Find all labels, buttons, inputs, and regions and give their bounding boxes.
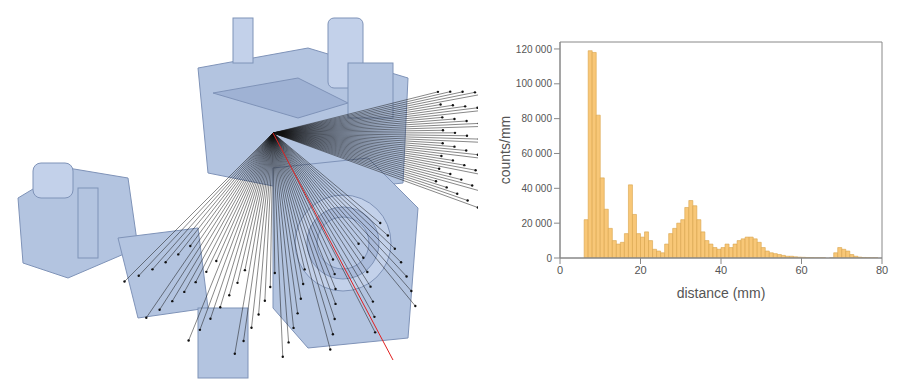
svg-text:20: 20 xyxy=(634,264,646,276)
svg-text:distance (mm): distance (mm) xyxy=(677,285,766,301)
svg-text:0: 0 xyxy=(557,264,563,276)
svg-text:100 000: 100 000 xyxy=(516,78,553,89)
svg-text:60: 60 xyxy=(795,264,807,276)
svg-text:0: 0 xyxy=(546,253,552,264)
svg-text:40: 40 xyxy=(715,264,727,276)
svg-text:80 000: 80 000 xyxy=(521,113,552,124)
svg-text:counts/mm: counts/mm xyxy=(497,116,513,184)
svg-text:60 000: 60 000 xyxy=(521,148,552,159)
svg-text:120 000: 120 000 xyxy=(516,44,553,55)
svg-text:40 000: 40 000 xyxy=(521,183,552,194)
svg-text:20 000: 20 000 xyxy=(521,218,552,229)
svg-text:80: 80 xyxy=(876,264,888,276)
